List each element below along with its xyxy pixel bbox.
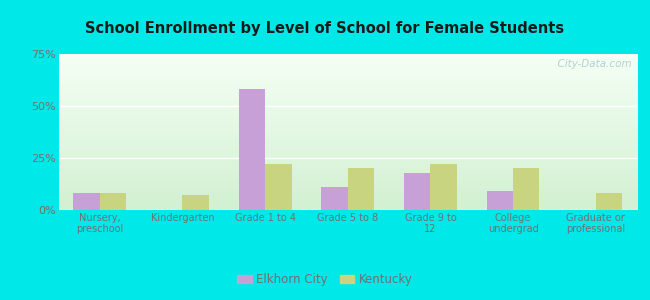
Bar (183, 195, 209, 210)
Bar (595, 194, 622, 210)
Bar (487, 191, 513, 210)
Bar (239, 89, 265, 210)
Bar (100, 194, 126, 210)
Bar (404, 172, 430, 210)
Text: School Enrollment by Level of School for Female Students: School Enrollment by Level of School for… (85, 21, 565, 36)
Bar (513, 168, 540, 210)
Bar (73, 194, 100, 210)
Bar (321, 187, 348, 210)
Bar (348, 168, 374, 210)
Bar (265, 164, 292, 210)
Legend: Elkhorn City, Kentucky: Elkhorn City, Kentucky (233, 269, 417, 291)
Text: City-Data.com: City-Data.com (551, 59, 631, 69)
Bar (430, 164, 457, 210)
